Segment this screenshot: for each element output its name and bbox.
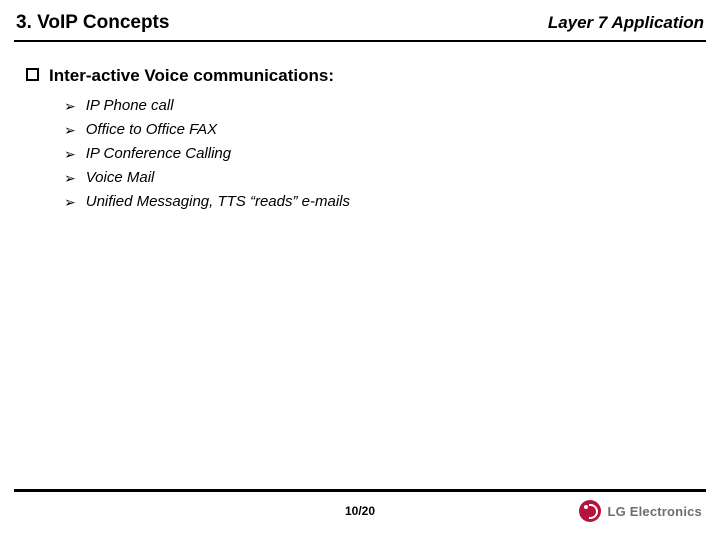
arrow-bullet-icon: ➢ [64,192,76,212]
list-item-text: Unified Messaging, TTS “reads” e-mails [86,192,350,212]
bottom-divider [14,489,706,492]
header-row: 3. VoIP Concepts Layer 7 Application [14,12,706,40]
list-item: ➢ Unified Messaging, TTS “reads” e-mails [64,192,706,212]
brand-logo: LG Electronics [552,500,702,522]
slide: 3. VoIP Concepts Layer 7 Application Int… [0,0,720,540]
slide-title: 3. VoIP Concepts [16,12,169,34]
list-item-text: IP Phone call [86,96,174,116]
sub-bullet-list: ➢ IP Phone call ➢ Office to Office FAX ➢… [26,96,706,212]
arrow-bullet-icon: ➢ [64,168,76,188]
content-area: Inter-active Voice communications: ➢ IP … [14,66,706,212]
list-item-text: IP Conference Calling [86,144,231,164]
arrow-bullet-icon: ➢ [64,96,76,116]
page-number: 10/20 [345,504,375,518]
section-heading: Inter-active Voice communications: [49,66,334,86]
brand-name: LG Electronics [607,504,702,519]
list-item-text: Office to Office FAX [86,120,217,140]
square-bullet-icon [26,68,39,81]
list-item: ➢ IP Phone call [64,96,706,116]
list-item-text: Voice Mail [86,168,155,188]
top-divider [14,40,706,42]
footer: 10/20 LG Electronics [14,489,706,522]
list-item: ➢ Office to Office FAX [64,120,706,140]
slide-subtitle: Layer 7 Application [548,13,704,33]
section-heading-row: Inter-active Voice communications: [26,66,706,86]
footer-row: 10/20 LG Electronics [14,500,706,522]
lg-face-icon [579,500,601,522]
arrow-bullet-icon: ➢ [64,144,76,164]
list-item: ➢ IP Conference Calling [64,144,706,164]
arrow-bullet-icon: ➢ [64,120,76,140]
list-item: ➢ Voice Mail [64,168,706,188]
